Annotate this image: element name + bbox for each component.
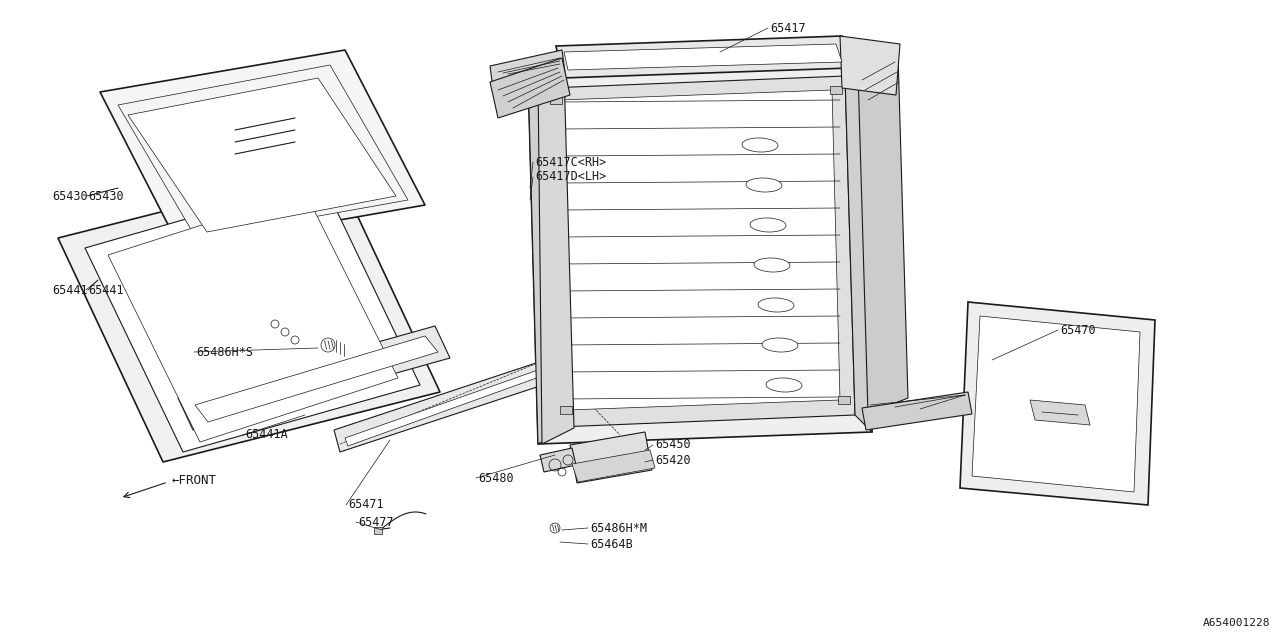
Text: A654001228: A654001228	[1202, 618, 1270, 628]
Polygon shape	[972, 316, 1140, 492]
Text: 65430: 65430	[52, 189, 88, 202]
Text: 65470: 65470	[1060, 323, 1096, 337]
Polygon shape	[490, 58, 570, 118]
Polygon shape	[346, 370, 541, 446]
Ellipse shape	[746, 178, 782, 192]
Text: 65441: 65441	[88, 284, 124, 296]
Ellipse shape	[754, 258, 790, 272]
Text: 65417: 65417	[771, 22, 805, 35]
Text: 65441: 65441	[52, 284, 88, 296]
Ellipse shape	[750, 218, 786, 232]
Polygon shape	[118, 65, 408, 238]
Polygon shape	[572, 450, 655, 482]
Text: 65417D<LH>: 65417D<LH>	[535, 170, 607, 184]
Polygon shape	[84, 180, 420, 452]
Text: 65477: 65477	[358, 515, 394, 529]
Bar	[838, 396, 850, 404]
Polygon shape	[845, 60, 872, 432]
Bar	[561, 406, 572, 414]
Text: 65486H*S: 65486H*S	[196, 346, 253, 358]
Polygon shape	[178, 326, 451, 430]
Polygon shape	[529, 60, 872, 444]
Text: 65441A: 65441A	[244, 429, 288, 442]
Text: 65480: 65480	[477, 472, 513, 484]
Polygon shape	[108, 192, 398, 442]
Bar	[550, 96, 562, 104]
Polygon shape	[128, 78, 396, 232]
Ellipse shape	[742, 138, 778, 152]
Polygon shape	[100, 50, 425, 248]
Text: 65430: 65430	[88, 189, 124, 202]
Polygon shape	[538, 70, 573, 444]
Polygon shape	[490, 50, 566, 96]
Polygon shape	[334, 360, 552, 452]
Polygon shape	[1030, 400, 1091, 425]
Polygon shape	[374, 527, 381, 534]
Polygon shape	[58, 168, 440, 462]
Polygon shape	[840, 36, 900, 95]
Text: 65450: 65450	[655, 438, 691, 451]
Polygon shape	[540, 448, 576, 472]
Polygon shape	[960, 302, 1155, 505]
Text: ←FRONT: ←FRONT	[172, 474, 218, 486]
Text: 65464B: 65464B	[590, 538, 632, 550]
Polygon shape	[858, 54, 908, 414]
Ellipse shape	[765, 378, 803, 392]
Polygon shape	[556, 36, 850, 78]
Polygon shape	[570, 432, 652, 483]
Text: 65420: 65420	[655, 454, 691, 467]
Polygon shape	[195, 336, 438, 422]
Polygon shape	[529, 72, 568, 444]
Text: 65486H*M: 65486H*M	[590, 522, 646, 534]
Bar	[829, 86, 842, 94]
Ellipse shape	[758, 298, 794, 312]
Polygon shape	[564, 44, 842, 70]
Polygon shape	[548, 76, 855, 427]
Polygon shape	[561, 90, 840, 410]
Ellipse shape	[762, 338, 797, 352]
Text: 65471: 65471	[348, 499, 384, 511]
Polygon shape	[861, 392, 972, 430]
Text: 65417C<RH>: 65417C<RH>	[535, 156, 607, 168]
